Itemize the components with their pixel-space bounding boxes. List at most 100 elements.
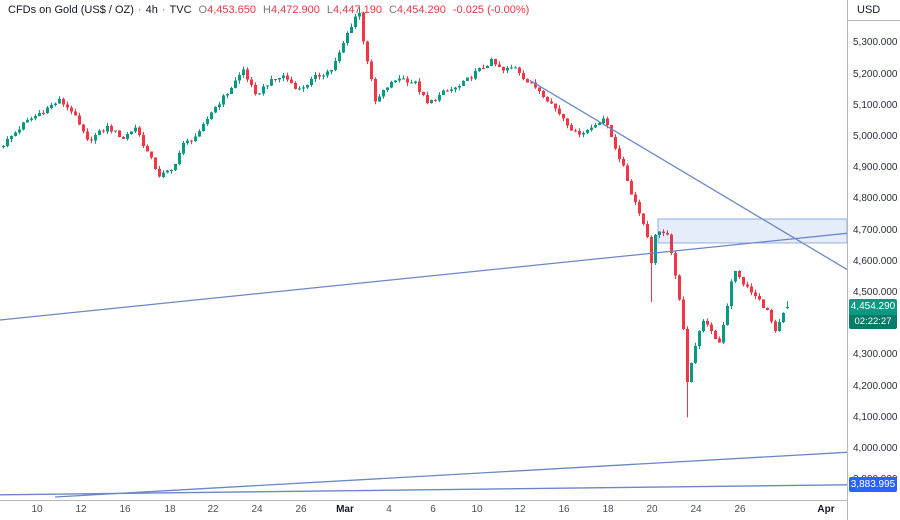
time-axis-label: Mar — [336, 504, 354, 515]
candle-body — [94, 135, 97, 141]
time-axis-label: 18 — [164, 504, 176, 515]
candle-body — [54, 103, 57, 106]
lower-trendline[interactable] — [54, 451, 847, 498]
candle-body — [730, 281, 733, 307]
candle-body — [146, 145, 149, 152]
candle-body — [350, 26, 353, 34]
candle-body — [614, 136, 617, 149]
candle-body — [662, 231, 665, 234]
time-axis-label: 12 — [514, 504, 526, 515]
candle-body — [158, 169, 161, 177]
candle-body — [754, 292, 757, 296]
candle-body — [14, 132, 17, 136]
ascending-trendline[interactable] — [0, 232, 847, 321]
candle-body — [162, 172, 165, 177]
candle-body — [582, 132, 585, 135]
candle-body — [250, 79, 253, 85]
supply-zone-rectangle[interactable] — [657, 218, 847, 244]
candle-body — [478, 67, 481, 71]
price-chart-canvas[interactable] — [0, 0, 847, 500]
candle-body — [598, 123, 601, 125]
time-axis-label: 6 — [430, 504, 436, 515]
candle-body — [354, 16, 357, 27]
candle-body — [358, 12, 361, 17]
candle-body — [214, 107, 217, 113]
candle-body — [570, 125, 573, 131]
candle-body — [438, 94, 441, 101]
legend-separator: · — [137, 4, 142, 16]
candle-body — [134, 127, 137, 132]
candle-body — [750, 286, 753, 293]
candle-body — [630, 181, 633, 195]
candle-body — [126, 134, 129, 139]
candle-body — [306, 84, 309, 88]
candle-body — [510, 67, 513, 69]
currency-label: USD — [848, 0, 900, 21]
candle-body — [398, 78, 401, 81]
candle-body — [418, 81, 421, 92]
candle-body — [482, 67, 485, 69]
candle-body — [466, 77, 469, 81]
trendline-price-badge: 3,883.995 — [849, 476, 897, 492]
candle-body — [38, 113, 41, 116]
time-axis-label: 24 — [690, 504, 702, 515]
interval-label[interactable]: 4h — [145, 4, 158, 16]
candle-body — [370, 61, 373, 80]
flat-trendline[interactable] — [0, 484, 847, 496]
low-label: L — [326, 4, 334, 16]
time-axis[interactable]: 10 12 16 18 22 24 26 Mar 4 6 10 12 16 18 20 24 26 Apr — [0, 500, 847, 520]
candle-body — [534, 82, 537, 88]
candle-body — [746, 284, 749, 287]
candle-body — [122, 137, 125, 139]
time-axis-label: 16 — [119, 504, 131, 515]
candle-body — [714, 331, 717, 339]
candle-body — [518, 67, 521, 74]
candle-body — [406, 78, 409, 83]
time-axis-label: 10 — [471, 504, 483, 515]
candle-body — [474, 71, 477, 79]
candle-body — [110, 125, 113, 132]
candle-body — [154, 157, 157, 170]
candle-body — [710, 324, 713, 331]
candle-body — [286, 75, 289, 80]
candle-body — [758, 295, 761, 300]
candle-body — [346, 33, 349, 44]
candle-body — [446, 90, 449, 92]
candle-body — [86, 131, 89, 140]
candle-body — [766, 308, 769, 310]
candle-body — [46, 107, 49, 114]
current-price-value: 4,454.290 — [849, 298, 897, 315]
candle-body — [282, 75, 285, 79]
candle-body — [318, 74, 321, 77]
price-axis-label: 4,500.000 — [853, 287, 898, 299]
candle-body — [450, 89, 453, 91]
time-axis-label: Apr — [817, 504, 835, 515]
candle-body — [674, 253, 677, 276]
candle-body — [458, 86, 461, 88]
candle-body — [498, 64, 501, 67]
candle-body — [102, 130, 105, 132]
price-axis-label: 5,000.000 — [853, 131, 898, 143]
candle-body — [670, 234, 673, 253]
candle-body — [718, 338, 721, 343]
symbol-title[interactable]: CFDs on Gold (US$ / OZ) — [8, 4, 134, 16]
price-axis[interactable]: USD 5,300.000 5,200.000 5,100.000 5,000.000… — [847, 0, 900, 520]
candle-body — [254, 85, 257, 94]
close-value: 4,454.290 — [396, 4, 446, 16]
candle-body — [606, 118, 609, 126]
candle-body — [454, 87, 457, 90]
chart-plot-area[interactable]: CFDs on Gold (US$ / OZ) · 4h · TVC O4,453.650… — [0, 0, 847, 500]
candle-body — [202, 124, 205, 132]
candle-body — [574, 130, 577, 132]
descending-trendline[interactable] — [529, 79, 847, 271]
candle-body — [62, 99, 65, 105]
candle-body — [302, 87, 305, 89]
candle-body — [610, 125, 613, 137]
candle-body — [734, 271, 737, 282]
candle-body — [722, 325, 725, 343]
high-label: H — [263, 4, 271, 16]
candle-body — [6, 139, 9, 146]
candle-body — [234, 80, 237, 88]
candle-body — [646, 223, 649, 238]
candle-body — [374, 79, 377, 102]
